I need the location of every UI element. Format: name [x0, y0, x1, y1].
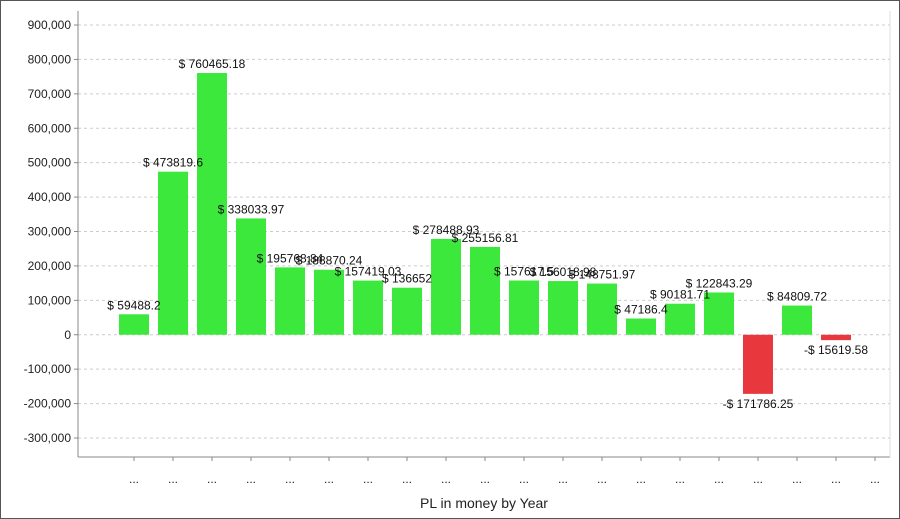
- bars: [119, 73, 851, 394]
- data-label: $ 473819.6: [143, 156, 203, 170]
- y-tick-label: 200,000: [28, 259, 72, 273]
- bar[interactable]: [353, 280, 383, 335]
- x-tick-label: ...: [558, 472, 568, 486]
- data-label: $ 136652: [382, 272, 432, 286]
- y-tick-label: 700,000: [28, 87, 72, 101]
- y-tick-label: 900,000: [28, 18, 72, 32]
- x-tick-label: ...: [324, 472, 334, 486]
- bar[interactable]: [119, 314, 149, 335]
- x-tick-label: ...: [792, 472, 802, 486]
- x-tick-label: ...: [753, 472, 763, 486]
- bar[interactable]: [548, 281, 578, 335]
- x-tick-label: ...: [675, 472, 685, 486]
- bar[interactable]: [509, 280, 539, 335]
- bar[interactable]: [782, 305, 812, 335]
- x-axis-title: PL in money by Year: [420, 495, 548, 511]
- x-tick-labels: ........................................…: [129, 457, 880, 486]
- y-tick-label: 500,000: [28, 156, 72, 170]
- data-label: $ 148751.97: [569, 268, 636, 282]
- bar[interactable]: [587, 283, 617, 335]
- y-tick-label: 400,000: [28, 190, 72, 204]
- x-tick-label: ...: [480, 472, 490, 486]
- x-tick-label: ...: [168, 472, 178, 486]
- y-tick-label: -200,000: [24, 397, 72, 411]
- bar[interactable]: [665, 303, 695, 335]
- x-tick-label: ...: [831, 472, 841, 486]
- x-tick-label: ...: [285, 472, 295, 486]
- bar[interactable]: [743, 334, 773, 394]
- data-label: -$ 15619.58: [804, 343, 868, 357]
- data-labels: $ 59488.2 $ 473819.6 $ 760465.18 $ 338033.9…: [107, 57, 868, 411]
- axes: [77, 11, 891, 458]
- bar[interactable]: [392, 287, 422, 335]
- x-tick-label: ...: [441, 472, 451, 486]
- data-label: $ 255156.81: [452, 231, 519, 245]
- x-tick-label: ...: [207, 472, 217, 486]
- x-tick-label: ...: [363, 472, 373, 486]
- x-tick-label: ...: [129, 472, 139, 486]
- bar[interactable]: [626, 318, 656, 335]
- data-label: $ 278488.93: [413, 223, 480, 237]
- bar[interactable]: [314, 269, 344, 335]
- data-label: $ 47186.4: [614, 303, 668, 317]
- bar[interactable]: [197, 73, 227, 335]
- y-tick-label: 300,000: [28, 225, 72, 239]
- y-tick-label: 600,000: [28, 121, 72, 135]
- data-label: $ 122843.29: [686, 276, 753, 290]
- data-label: $ 59488.2: [107, 298, 161, 312]
- x-tick-label: ...: [246, 472, 256, 486]
- x-tick-label: ...: [402, 472, 412, 486]
- data-label: $ 84809.72: [767, 290, 827, 304]
- x-tick-label: ...: [519, 472, 529, 486]
- data-label: $ 157617.5: [494, 265, 554, 279]
- data-label: $ 195768.84: [257, 251, 324, 265]
- bar[interactable]: [275, 267, 305, 335]
- bar[interactable]: [158, 171, 188, 335]
- data-label: $ 90181.71: [650, 288, 710, 302]
- y-tick-label: 100,000: [28, 293, 72, 307]
- y-tick-label: 0: [64, 328, 71, 342]
- bar[interactable]: [236, 218, 266, 335]
- y-tick-label: 800,000: [28, 52, 72, 66]
- data-label: -$ 171786.25: [723, 397, 794, 411]
- bar[interactable]: [704, 292, 734, 335]
- data-label: $ 157419.03: [335, 265, 402, 279]
- y-tick-labels: 900,000 800,000 700,000 600,000 500,000 400,0…: [24, 18, 78, 445]
- x-tick-label: ...: [714, 472, 724, 486]
- bar[interactable]: [470, 246, 500, 335]
- x-tick-label: ...: [597, 472, 607, 486]
- x-tick-label: ...: [870, 472, 880, 486]
- data-label: $ 760465.18: [179, 57, 246, 71]
- data-label: $ 156018.98: [530, 265, 597, 279]
- bar[interactable]: [821, 334, 851, 341]
- data-label: $ 188870.24: [296, 254, 363, 268]
- data-label: $ 338033.97: [218, 202, 285, 216]
- x-tick-label: ...: [636, 472, 646, 486]
- bar[interactable]: [431, 238, 461, 335]
- y-tick-label: -300,000: [24, 431, 72, 445]
- y-tick-label: -100,000: [24, 362, 72, 376]
